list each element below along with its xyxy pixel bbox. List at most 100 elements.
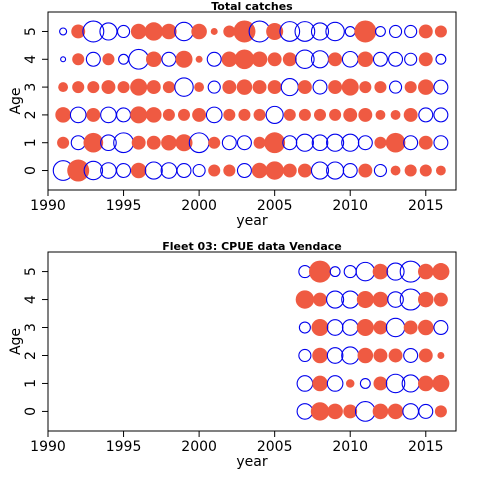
bubble-negative [404,52,418,66]
bubble-positive [102,53,115,66]
bubble-positive [264,132,286,154]
bubble-positive [267,52,282,67]
bubble-negative [312,79,328,95]
plot-frame [47,251,457,432]
y-tick-label: 2 [23,351,39,360]
bubble-negative [343,265,357,279]
x-tick-label: 2010 [332,439,368,455]
bubble-positive [418,348,433,363]
bubble-positive [387,403,404,420]
x-axis-label: year [236,454,267,470]
x-tick-label: 1990 [30,439,66,455]
bubble-positive [343,404,358,419]
bubble-positive [282,163,297,178]
y-tick-label: 1 [23,379,39,388]
bubble-positive [311,318,329,337]
bubble-positive [222,80,237,95]
bubble-positive [251,51,268,68]
bubble-negative [385,317,406,338]
bubbles [295,260,450,422]
bubble-positive [191,23,207,40]
bubble-negative [386,262,405,281]
bubble-positive [354,20,377,43]
bubble-positive [194,82,205,93]
y-tick-label: 2 [23,110,39,119]
bubble-positive [297,163,312,178]
bubble-positive [341,78,359,96]
bubble-positive [295,290,315,309]
bubble-positive [162,81,175,94]
bubble-positive [329,108,342,121]
y-tick-label: 0 [23,166,39,175]
bubble-positive [72,81,85,94]
bubble-negative [388,24,403,39]
bubble-positive [267,80,282,95]
bubble-negative [357,135,373,151]
bubble-positive [130,23,147,40]
bubble-positive [223,25,236,38]
bubble-negative [118,53,130,65]
bubble-negative [387,291,404,308]
y-tick-label: 3 [23,83,39,92]
bubble-positive [253,136,266,149]
bubble-negative [296,375,314,392]
bubble-positive [357,51,374,68]
bubble-negative [294,21,316,42]
x-tick-label: 2015 [408,439,444,455]
bubble-negative [70,135,86,151]
bubble-negative [354,401,376,422]
bubble-negative [59,27,68,36]
bubble-negative [341,290,360,309]
bubble-positive [312,347,328,364]
bubble-negative [388,80,403,94]
bubble-negative [161,51,177,67]
bubble-positive [417,79,434,95]
bubble-positive [435,165,446,176]
x-tick-label: 1990 [30,198,66,214]
bubble-negative [174,77,194,97]
bubble-positive [437,352,445,359]
bubble-positive [357,347,374,364]
bubble-positive [418,135,433,150]
bubble-positive [67,159,90,182]
bubble-positive [71,24,86,39]
bubble-positive [373,348,388,363]
bubble-negative [295,49,315,70]
bubble-positive [251,162,268,179]
y-tick-label: 1 [23,138,39,147]
y-tick-label: 5 [23,27,39,36]
bubble-negative [310,161,330,180]
bubble-negative [100,134,117,152]
bubble-positive [418,52,433,67]
bubble-positive [130,78,148,96]
bubble-negative [385,373,406,394]
bubble-positive [359,81,372,94]
bubble-negative [433,79,449,95]
bubble-negative [116,163,132,179]
bubble-positive [388,348,403,363]
bubble-positive [373,320,388,335]
bubble-negative [311,134,329,152]
bubble-positive [101,80,116,95]
x-tick-label: 2005 [257,198,293,214]
plot-frame [47,11,457,191]
x-tick-label: 2010 [332,198,368,214]
bubble-positive [72,53,85,66]
bubble-positive [373,376,388,391]
bubble-negative [116,107,132,123]
bubble-positive [253,108,266,121]
bubble-positive [145,107,162,123]
bubble-positive [343,107,358,122]
bubble-positive [418,24,433,39]
bubble-negative [435,53,447,65]
bubble-negative [236,163,252,179]
bubble-positive [417,319,434,336]
bubble-negative [341,50,359,68]
bubble-positive [328,52,343,67]
bubble-positive [313,292,327,307]
bubble-positive [434,25,447,38]
bubble-positive [223,108,236,121]
x-tick-label: 2015 [408,198,444,214]
bubble-negative [160,162,178,179]
bubble-positive [313,108,327,121]
